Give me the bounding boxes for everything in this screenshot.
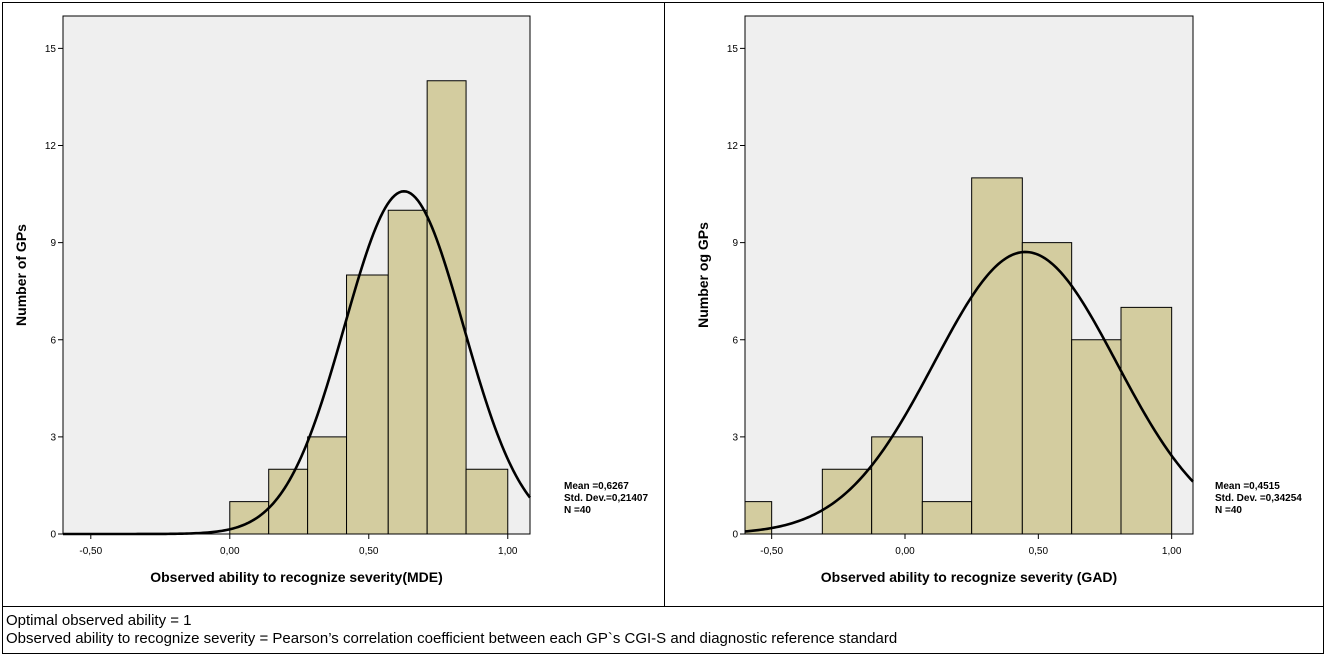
x-tick-label: -0,50 [760,546,783,557]
normal-curve [63,189,532,536]
histogram-bar [1120,306,1173,535]
y-tick-label: 0 [50,530,56,541]
histogram-bar [1071,339,1122,535]
y-tick-label: 0 [732,530,738,541]
histogram-bar [387,209,428,535]
y-tick-label: 6 [50,335,56,346]
x-tick-label: 1,00 [498,546,518,557]
y-tick-label: 12 [727,141,739,152]
histogram-bar [971,177,1023,535]
histogram-bar [821,468,873,535]
y-tick-label: 9 [732,238,738,249]
y-tick-label: 12 [45,141,57,152]
panel-divider [664,2,665,606]
footnote-divider [2,606,1324,607]
x-tick-label: 0,00 [895,546,915,557]
y-tick-label: 3 [50,432,56,443]
footnote-optimal: Optimal observed ability = 1 [6,612,192,629]
footnote-definition: Observed ability to recognize severity =… [6,630,898,647]
x-tick-label: 0,50 [359,546,379,557]
y-tick-label: 9 [50,238,56,249]
histogram-mde: 0 3 6 9 12 15 -0,50 0,00 0,50 1,00 Observed abilit… [13,15,648,585]
stats-line: Mean =0,6267 [564,481,629,492]
histogram-bar [465,468,509,535]
y-tick-label: 15 [727,44,739,55]
normal-curve [744,250,1194,533]
stats-line: Mean =0,4515 [1215,481,1280,492]
x-axis-label: Observed ability to recognize severity(M… [150,569,443,585]
y-tick-label: 15 [45,44,57,55]
y-axis-label: Number of GPs [13,224,29,326]
y-tick-label: 6 [732,335,738,346]
stats-line: N =40 [1215,505,1242,516]
stats-line: Std. Dev. =0,34254 [1215,493,1302,504]
stats-line: N =40 [564,505,591,516]
histogram-bar [229,501,270,535]
histogram-bar [871,436,923,535]
stats-line: Std. Dev.=0,21407 [564,493,648,504]
x-tick-label: 0,00 [220,546,240,557]
histogram-bar [921,501,973,535]
x-axis-label: Observed ability to recognize severity (… [821,569,1117,585]
y-tick-label: 3 [732,432,738,443]
x-tick-label: 1,00 [1162,546,1182,557]
x-tick-label: -0,50 [79,546,102,557]
histogram-bar [346,274,389,535]
x-tick-label: 0,50 [1029,546,1049,557]
y-axis-label: Number og GPs [695,222,711,328]
histogram-gad: 0 3 6 9 12 15 -0,50 0,00 0,50 1,00 Observed abilit… [695,15,1302,585]
histogram-bar [426,80,467,535]
histogram-bar [1021,242,1073,535]
histogram-bar [307,436,348,535]
